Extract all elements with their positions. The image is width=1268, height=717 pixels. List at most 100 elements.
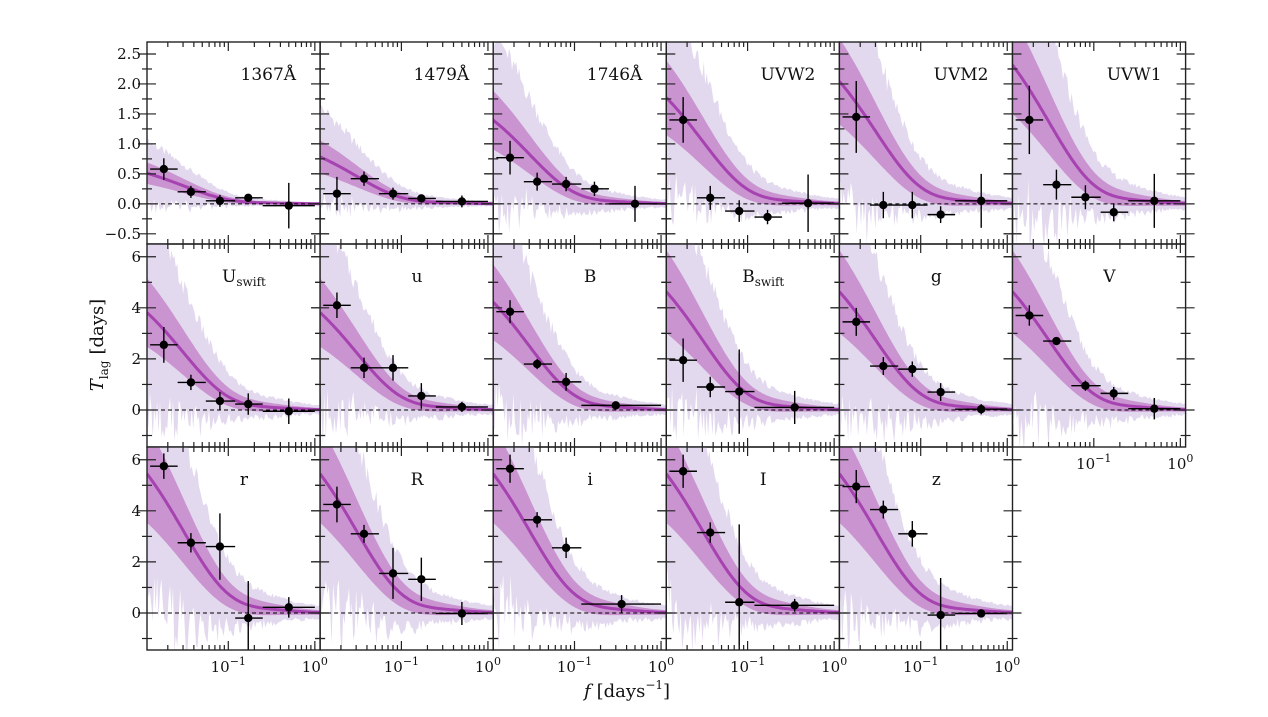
x-tick-base: 10: [384, 658, 403, 676]
model-median-line: [147, 472, 321, 614]
model-band-2sigma: [320, 447, 494, 650]
data-marker: [852, 482, 861, 491]
data-marker: [735, 387, 744, 396]
x-tick-exponent: 0: [321, 655, 328, 668]
data-point: [782, 174, 835, 233]
data-marker: [388, 363, 398, 373]
x-tick-exponent: −1: [230, 655, 246, 668]
data-marker: [388, 189, 398, 198]
panel-label: g: [931, 267, 942, 287]
panel-label-main: UVW2: [760, 65, 815, 85]
data-point: [205, 392, 236, 410]
panel-plot-area: [493, 447, 667, 650]
x-tick-exponent: 0: [1186, 452, 1193, 465]
x-tick-label: 10−1: [903, 655, 938, 676]
panel-plot-area: [1012, 244, 1186, 447]
data-point: [496, 454, 524, 483]
data-marker: [678, 467, 688, 476]
data-point: [435, 601, 488, 625]
data-point: [150, 453, 178, 479]
data-marker: [1052, 180, 1061, 189]
panel-label-subscript: swift: [755, 275, 785, 289]
panel-uvw1: UVW1: [1003, 41, 1195, 245]
x-axis-unit: [days: [597, 681, 646, 702]
data-point: [955, 404, 1008, 415]
model-band-2sigma: [320, 244, 494, 447]
panel-label: R: [411, 470, 425, 490]
data-point: [608, 185, 662, 222]
model-band-1sigma: [320, 140, 494, 205]
data-point: [378, 547, 409, 599]
model-band-2sigma: [666, 42, 840, 226]
data-point: [378, 355, 409, 381]
x-tick-label: 10−1: [211, 655, 246, 676]
model-band-2sigma: [493, 244, 667, 447]
panel-uswift: 0 2 4 6 Uswift: [131, 243, 330, 448]
x-tick-label: 10−1: [557, 655, 592, 676]
model-median-line: [493, 301, 667, 412]
data-point: [696, 522, 726, 543]
y-tick-label: 2: [131, 553, 141, 571]
data-marker: [1052, 336, 1061, 346]
data-point: [523, 358, 553, 370]
data-point: [262, 182, 315, 229]
data-point: [842, 80, 871, 153]
data-marker: [936, 387, 945, 397]
panel-label-main: z: [932, 470, 941, 490]
data-point: [177, 533, 206, 553]
data-point: [262, 398, 315, 425]
data-marker: [505, 153, 515, 162]
data-marker: [630, 199, 640, 209]
panel-plot-area: [147, 137, 321, 229]
model-band-1sigma: [839, 42, 1013, 206]
data-marker: [186, 538, 196, 547]
panel-plot-area: [147, 244, 321, 441]
x-tick-exponent: 0: [840, 655, 847, 668]
model-band-1sigma: [320, 447, 494, 616]
model-band-1sigma: [320, 278, 494, 412]
y-tick-label: 4: [131, 502, 141, 520]
panel-plot-area: [1012, 42, 1186, 244]
x-tick-exponent: −1: [576, 655, 592, 668]
data-point: [378, 187, 409, 200]
data-marker: [763, 212, 772, 222]
data-point: [523, 512, 553, 528]
panel-plot-area: [839, 244, 1013, 445]
model-band-1sigma: [1012, 42, 1186, 206]
data-marker: [457, 197, 467, 206]
data-point: [177, 374, 206, 391]
data-point: [350, 357, 379, 379]
model-band-2sigma: [147, 244, 321, 441]
data-point: [552, 176, 582, 192]
x-tick-exponent: 0: [667, 655, 674, 668]
data-marker: [611, 401, 620, 410]
x-tick-label: 100: [1167, 452, 1193, 473]
data-point: [870, 191, 899, 219]
x-tick-label: 100: [648, 655, 674, 676]
data-marker: [532, 177, 542, 186]
x-tick-base: 10: [1076, 455, 1095, 473]
data-marker: [790, 601, 799, 610]
data-marker: [332, 500, 342, 509]
y-tick-label: 6: [131, 451, 141, 469]
data-marker: [908, 364, 917, 374]
data-point: [435, 401, 488, 413]
panel-frame: [838, 446, 1014, 651]
x-tick-base: 10: [821, 658, 840, 676]
data-marker: [735, 598, 744, 607]
panel-plot-area: [320, 105, 494, 218]
data-point: [842, 469, 871, 504]
data-point: [581, 181, 609, 197]
model-band-1sigma: [493, 264, 667, 412]
y-tick-label: 0.0: [117, 195, 141, 213]
x-tick-base: 10: [994, 658, 1013, 676]
data-marker: [936, 610, 945, 620]
y-tick-label: 1.0: [117, 135, 141, 153]
x-axis-close: ]: [663, 681, 670, 702]
panel-label: UVW1: [1107, 65, 1162, 85]
y-tick-label: 2.0: [117, 75, 141, 93]
x-tick-exponent: 0: [1013, 655, 1020, 668]
